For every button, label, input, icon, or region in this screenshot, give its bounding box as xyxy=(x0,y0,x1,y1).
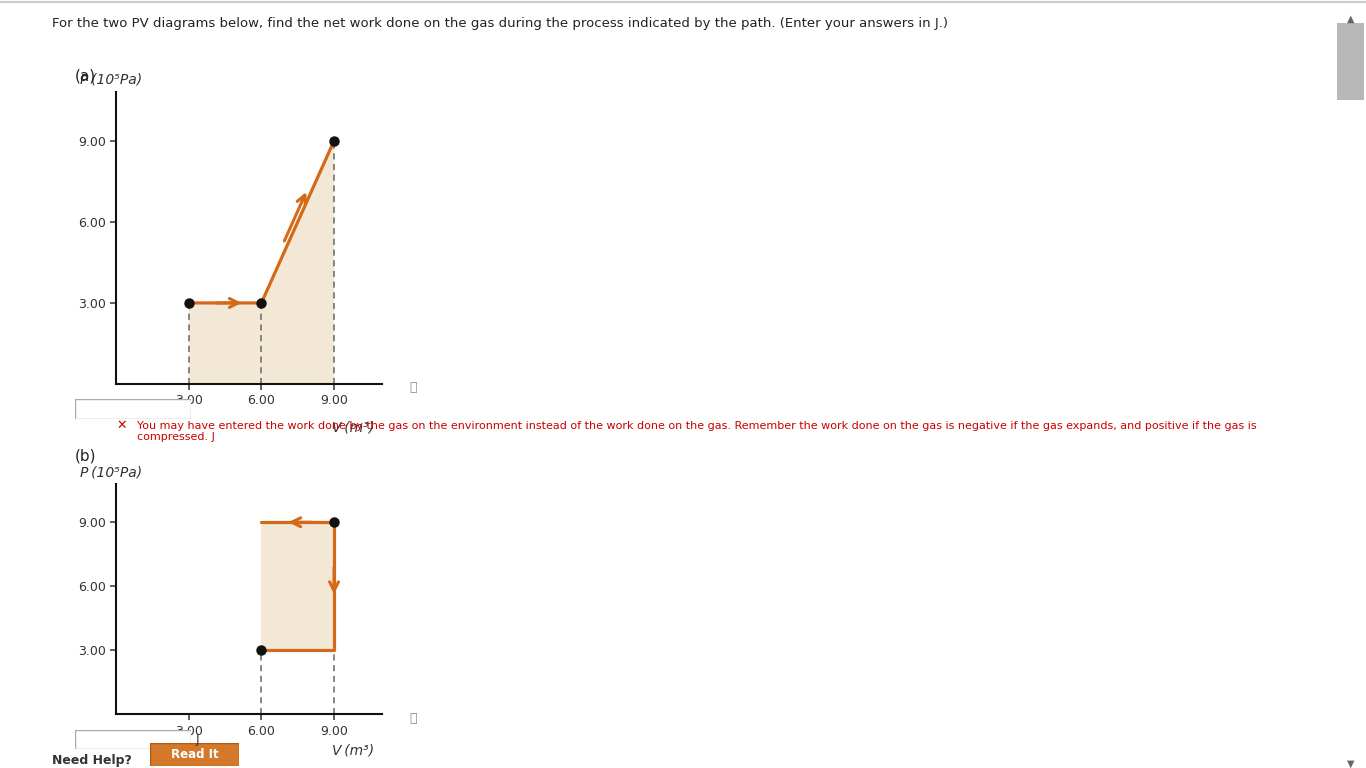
Text: ▼: ▼ xyxy=(1347,759,1355,768)
Text: Need Help?: Need Help? xyxy=(52,754,131,766)
Text: ✕: ✕ xyxy=(116,419,127,432)
Polygon shape xyxy=(189,141,335,384)
Text: V (m³): V (m³) xyxy=(332,421,374,435)
Polygon shape xyxy=(261,522,335,650)
Text: ▲: ▲ xyxy=(1347,14,1355,25)
FancyBboxPatch shape xyxy=(75,730,191,749)
FancyBboxPatch shape xyxy=(150,743,239,766)
FancyBboxPatch shape xyxy=(1337,23,1365,100)
Text: For the two PV diagrams below, find the net work done on the gas during the proc: For the two PV diagrams below, find the … xyxy=(52,17,948,30)
Text: V (m³): V (m³) xyxy=(332,743,374,757)
Text: Read It: Read It xyxy=(171,749,219,761)
Text: P (10⁵Pa): P (10⁵Pa) xyxy=(79,72,142,86)
Text: (a): (a) xyxy=(75,68,96,84)
Text: (b): (b) xyxy=(75,449,97,464)
Text: You may have entered the work done by the gas on the environment instead of the : You may have entered the work done by th… xyxy=(137,421,1257,442)
Text: ⓘ: ⓘ xyxy=(410,712,417,724)
Text: P (10⁵Pa): P (10⁵Pa) xyxy=(79,465,142,479)
FancyBboxPatch shape xyxy=(75,399,191,419)
Text: J: J xyxy=(195,733,199,746)
Text: ⓘ: ⓘ xyxy=(410,382,417,394)
